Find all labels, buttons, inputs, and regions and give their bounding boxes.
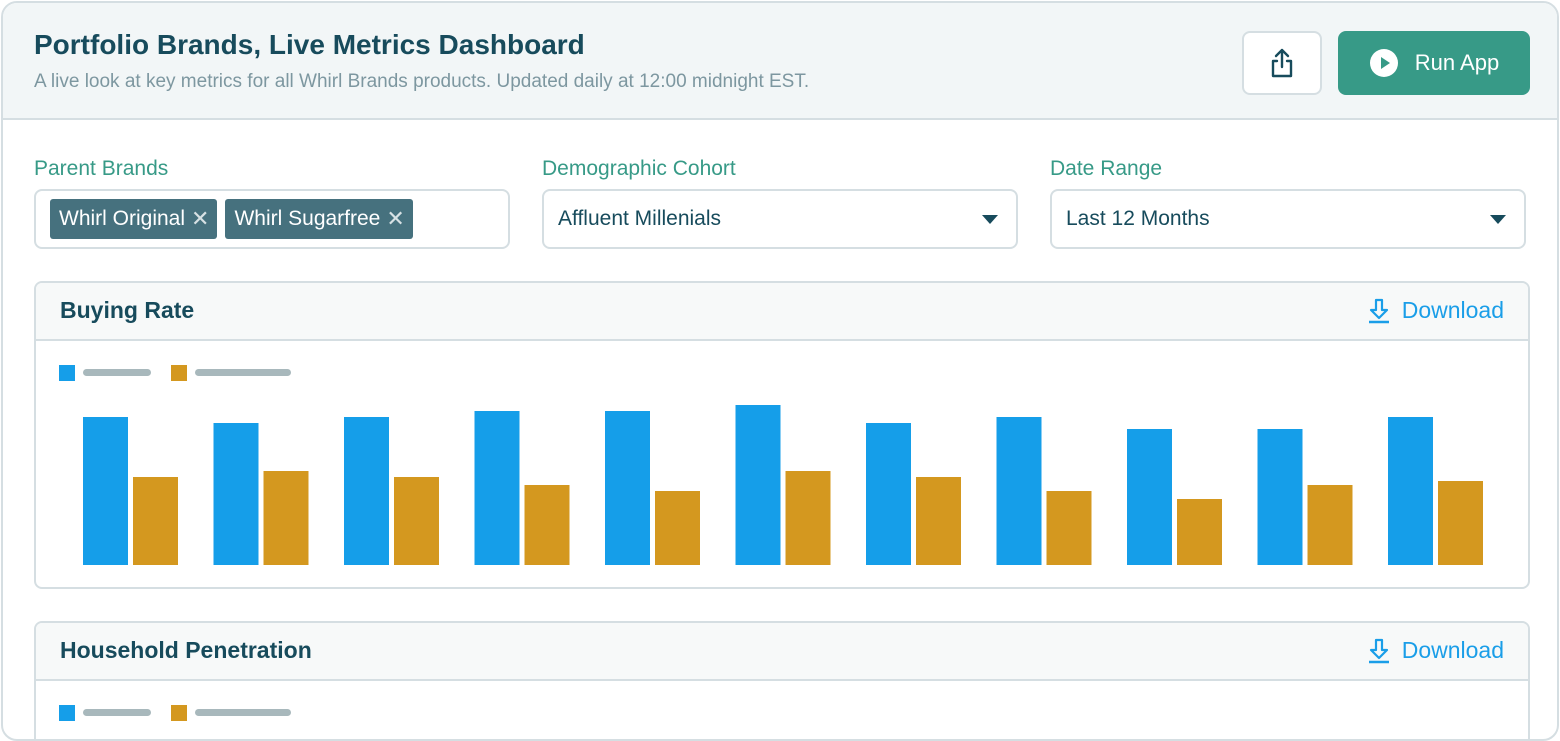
panel-header: Household Penetration Download [36,623,1528,681]
parent-brands-label: Parent Brands [34,157,169,180]
download-icon [1368,638,1389,663]
bar-series-1 [83,417,128,565]
dashboard-header: Portfolio Brands, Live Metrics Dashboard… [3,3,1557,120]
buying-rate-panel: Buying Rate Download [34,281,1530,589]
bar-series-2 [1046,491,1092,565]
bar-series-2 [394,477,439,565]
chip-label: Whirl Original [59,207,186,230]
bar-series-1 [1388,417,1433,565]
legend-label-placeholder [83,369,151,376]
legend-swatch-series-1 [59,705,75,721]
bar-series-1 [1127,429,1172,565]
play-circle-icon [1369,49,1398,77]
brand-chip: Whirl Sugarfree ✕ [225,199,413,239]
parent-brands-multiselect[interactable]: Whirl Original ✕ Whirl Sugarfree ✕ [34,189,510,249]
chip-label: Whirl Sugarfree [234,207,381,230]
bar-series-2 [655,491,700,565]
download-label: Download [1401,637,1504,663]
buying-rate-chart [59,365,1483,565]
date-range-label: Date Range [1050,157,1163,180]
legend-label-placeholder [195,369,291,376]
bar-series-1 [213,423,259,565]
legend-swatch-series-2 [171,705,187,721]
bar-series-2 [524,485,570,565]
page-title: Portfolio Brands, Live Metrics Dashboard [34,29,585,60]
bar-series-2 [1438,481,1483,565]
share-button[interactable] [1242,31,1322,95]
panel-title: Household Penetration [60,637,312,663]
bar-series-1 [474,411,520,565]
page-subtitle: A live look at key metrics for all Whirl… [34,71,810,92]
bar-series-2 [133,477,178,565]
cohort-value: Affluent Millenials [558,207,722,230]
bar-series-2 [1307,485,1353,565]
share-icon [1271,48,1293,78]
chart-area [36,341,1528,587]
run-app-label: Run App [1414,50,1500,75]
remove-chip-icon[interactable]: ✕ [386,206,405,231]
bar-series-2 [1177,499,1222,565]
caret-down-icon [982,214,998,224]
bar-series-1 [866,423,911,565]
brand-chip: Whirl Original ✕ [50,199,218,239]
cohort-select[interactable]: Affluent Millenials [542,189,1018,249]
date-range-select[interactable]: Last 12 Months [1050,189,1526,249]
bar-series-2 [785,471,831,565]
remove-chip-icon[interactable]: ✕ [191,206,210,231]
bar-series-1 [1257,429,1303,565]
household-penetration-chart [59,705,291,721]
bar-series-1 [996,417,1042,565]
legend-swatch-series-1 [59,365,75,381]
household-penetration-panel: Household Penetration Download [34,621,1530,739]
bar-series-1 [735,405,781,565]
bar-series-1 [605,411,650,565]
chart-area [36,681,1528,739]
panel-title: Buying Rate [60,297,195,323]
cohort-label: Demographic Cohort [542,157,736,180]
run-app-button[interactable]: Run App [1338,31,1530,95]
bar-series-1 [344,417,389,565]
legend-swatch-series-2 [171,365,187,381]
download-button[interactable]: Download [1366,637,1504,664]
bar-series-2 [263,471,309,565]
download-button[interactable]: Download [1366,297,1504,324]
legend-label-placeholder [83,709,151,716]
download-label: Download [1401,297,1504,323]
download-icon [1368,298,1389,323]
legend-label-placeholder [195,709,291,716]
bar-series-2 [916,477,961,565]
panel-header: Buying Rate Download [36,283,1528,341]
caret-down-icon [1490,214,1506,224]
date-range-value: Last 12 Months [1066,207,1210,230]
